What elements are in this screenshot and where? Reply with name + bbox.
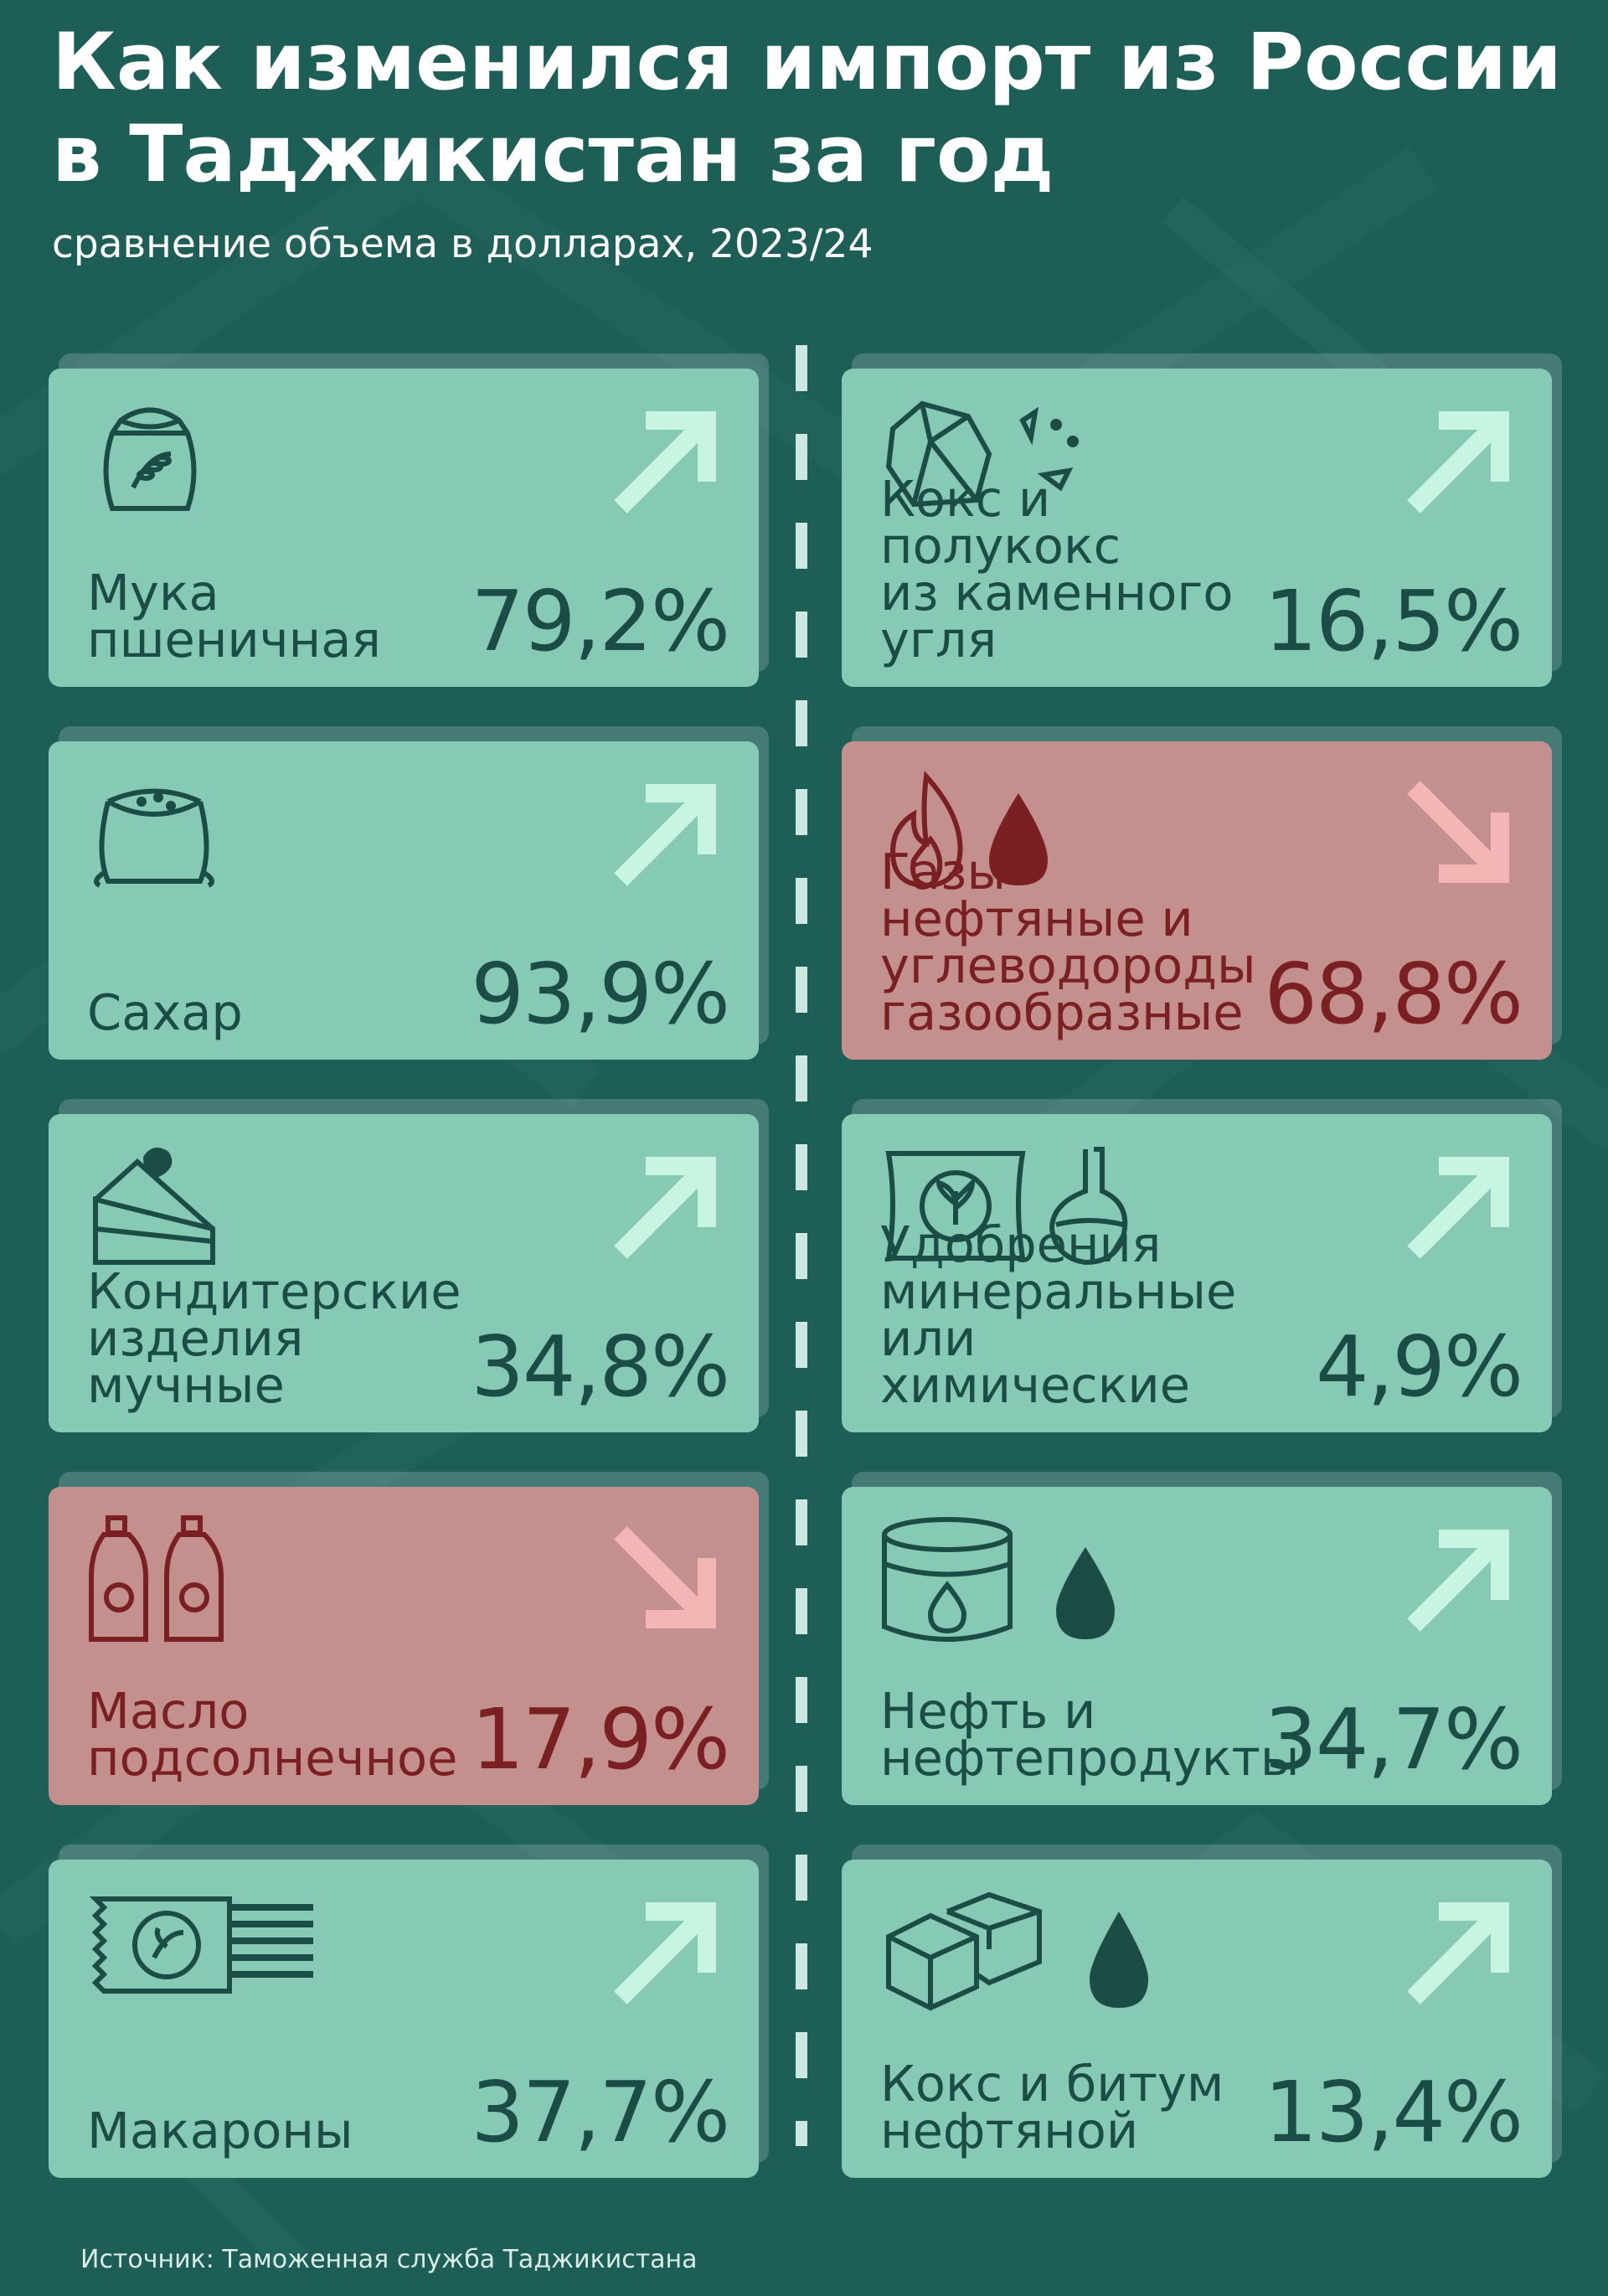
- card-value: 34,8%: [471, 1318, 730, 1416]
- card-value: 79,2%: [471, 572, 730, 670]
- bitumen-cubes-drop-icon: [880, 1886, 1157, 2012]
- source-note: Источник: Таможенная служба Таджикистана: [80, 2245, 698, 2274]
- arrow-up-right-icon: [608, 1893, 725, 2010]
- card-value: 34,7%: [1264, 1690, 1523, 1788]
- card-face: [49, 369, 759, 687]
- arrow-up-right-icon: [1401, 402, 1518, 519]
- arrow-up-right-icon: [608, 775, 725, 892]
- card-label: Сахар: [87, 983, 243, 1041]
- title-line-1: Как изменился импорт из России: [52, 17, 1562, 108]
- import-card: Кокс и битум нефтяной 13,4%: [842, 1845, 1562, 2178]
- card-value: 37,7%: [471, 2063, 730, 2161]
- oil-bottles-icon: [87, 1514, 229, 1642]
- card-label: Кондитерские изделия мучные: [87, 1262, 461, 1414]
- page-title: Как изменился импорт из России в Таджики…: [52, 17, 1576, 201]
- card-value: 13,4%: [1264, 2063, 1523, 2161]
- import-card: Макароны 37,7%: [49, 1845, 769, 2178]
- pasta-pack-icon: [87, 1886, 322, 2012]
- arrow-down-right-icon: [1401, 775, 1518, 892]
- card-value: 17,9%: [471, 1690, 730, 1788]
- import-card: Сахар 93,9%: [49, 726, 769, 1060]
- gas-flame-drop-icon: [880, 768, 1064, 894]
- card-label: Масло подсолнечное: [87, 1682, 458, 1787]
- card-label: Мука пшеничная: [87, 564, 381, 668]
- oil-barrel-drop-icon: [880, 1514, 1123, 1642]
- center-dashed-divider: [796, 345, 807, 2146]
- import-card: Удобрения минеральные или химические 4,9%: [842, 1099, 1562, 1432]
- card-label: Макароны: [87, 2102, 353, 2159]
- import-card: Нефть и нефтепродукты 34,7%: [842, 1472, 1562, 1805]
- import-card: Кондитерские изделия мучные 34,8%: [49, 1099, 769, 1432]
- import-card: Газы нефтяные и углеводороды газообразны…: [842, 726, 1562, 1060]
- card-value: 16,5%: [1264, 572, 1523, 670]
- card-face: [842, 1114, 1552, 1432]
- sugar-sack-icon: [87, 768, 221, 894]
- card-value: 93,9%: [471, 945, 730, 1043]
- card-face: [842, 1860, 1552, 2178]
- import-card: Кокс и полукокс из каменного угля 16,5%: [842, 353, 1562, 687]
- card-label: Кокс и полукокс из каменного угля: [880, 470, 1234, 668]
- arrow-up-right-icon: [608, 402, 725, 519]
- arrow-up-right-icon: [608, 1148, 725, 1265]
- subtitle: сравнение объема в долларах, 2023/24: [52, 221, 874, 267]
- cake-icon: [87, 1141, 229, 1267]
- import-card: Масло подсолнечное 17,9%: [49, 1472, 769, 1805]
- arrow-down-right-icon: [608, 1520, 725, 1638]
- arrow-up-right-icon: [1401, 1893, 1518, 2010]
- arrow-up-right-icon: [1401, 1148, 1518, 1265]
- import-card: Мука пшеничная 79,2%: [49, 353, 769, 687]
- title-line-2: в Таджикистан за год: [52, 109, 1054, 200]
- card-label: Удобрения минеральные или химические: [880, 1215, 1237, 1414]
- flour-sack-icon: [87, 395, 213, 521]
- fertilizer-flask-icon: [880, 1141, 1140, 1267]
- card-value: 4,9%: [1315, 1318, 1523, 1416]
- card-label: Нефть и нефтепродукты: [880, 1682, 1300, 1787]
- card-value: 68,8%: [1264, 945, 1523, 1043]
- card-label: Газы нефтяные и углеводороды газообразны…: [880, 843, 1256, 1041]
- arrow-up-right-icon: [1401, 1520, 1518, 1638]
- coal-icon: [880, 395, 1098, 521]
- card-face: [842, 1487, 1552, 1805]
- card-label: Кокс и битум нефтяной: [880, 2055, 1224, 2159]
